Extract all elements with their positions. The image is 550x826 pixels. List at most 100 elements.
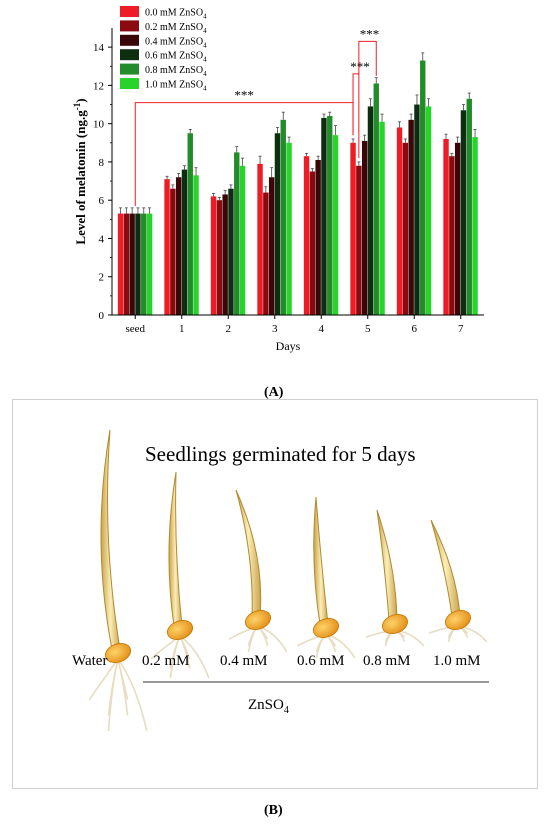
x-tick-label-seed: seed — [125, 323, 145, 335]
root — [117, 658, 148, 732]
bar-4-series-5 — [332, 135, 339, 315]
legend-swatch-0 — [120, 6, 139, 17]
panel-a-label: (A) — [264, 385, 284, 400]
bar-seed-series-3 — [135, 213, 141, 315]
y-tick-label-12: 12 — [93, 80, 104, 92]
seedling-water — [88, 429, 148, 732]
bracket-day5-0-vs-0-2 — [352, 73, 360, 159]
bar-5-series-4 — [373, 83, 379, 315]
legend-swatch-1 — [120, 20, 139, 32]
legend-swatch-5 — [120, 78, 139, 89]
seedling-0-4mm — [228, 489, 288, 653]
seed-grain — [105, 643, 131, 663]
bar-2-series-3 — [228, 188, 234, 315]
bar-seed-series-4 — [141, 213, 147, 315]
stem — [313, 496, 329, 625]
bar-3-series-2 — [268, 177, 275, 315]
x-tick-label-6: 6 — [412, 323, 418, 335]
bar-6-series-1 — [402, 142, 409, 315]
bar-seed-series-0 — [117, 213, 124, 315]
legend-label-2: 0.4 mM ZnSO4 — [145, 36, 207, 49]
legend-label-4: 0.8 mM ZnSO4 — [145, 65, 207, 78]
seed-grain — [313, 618, 339, 638]
bar-3-series-5 — [286, 142, 292, 315]
bar-5-series-3 — [367, 106, 374, 316]
y-tick-label-6: 6 — [99, 195, 105, 207]
bar-4-series-4 — [327, 116, 333, 315]
bar-7-series-0 — [443, 138, 449, 315]
seedling-0-2mm — [150, 471, 210, 679]
bar-seed-series-2 — [129, 213, 135, 315]
legend-swatch-4 — [120, 63, 139, 75]
bar-3-series-1 — [263, 192, 269, 315]
bar-7-series-5 — [472, 137, 478, 315]
y-tick-label-8: 8 — [99, 157, 105, 169]
seedling-0-6mm — [296, 496, 356, 659]
seedling-0-8mm — [365, 509, 425, 647]
legend-swatch-3 — [120, 49, 139, 61]
bar-7-series-4 — [466, 98, 472, 315]
bar-7-series-1 — [449, 156, 455, 315]
significance-marker-2: *** — [360, 26, 380, 41]
x-tick-label-5: 5 — [365, 323, 371, 335]
x-tick-label-4: 4 — [319, 323, 325, 335]
bar-5-series-2 — [361, 140, 368, 315]
seed-grain — [445, 610, 471, 630]
bar-4-series-2 — [315, 160, 321, 315]
bar-seed-series-5 — [146, 213, 153, 315]
seed-grain — [245, 610, 271, 630]
stem — [430, 519, 461, 617]
bar-5-series-0 — [350, 142, 356, 315]
bar-2-series-4 — [234, 152, 240, 315]
bar-1-series-0 — [164, 179, 170, 315]
root — [117, 658, 129, 716]
bar-5-series-1 — [356, 165, 362, 315]
error-bars-group — [119, 52, 477, 214]
bar-2-series-2 — [222, 194, 228, 315]
root — [107, 658, 119, 732]
bar-3-series-3 — [274, 133, 281, 315]
treatment-label-0-8mm: 0.8 mM — [363, 653, 411, 669]
bar-6-series-5 — [425, 106, 432, 316]
bar-4-series-0 — [303, 156, 310, 315]
bar-4-series-3 — [321, 117, 327, 315]
stem — [168, 471, 183, 627]
legend-label-3: 0.6 mM ZnSO4 — [145, 51, 207, 64]
legend-label-5: 1.0 mM ZnSO4 — [145, 80, 207, 93]
significance-marker-0: *** — [234, 88, 254, 103]
x-tick-label-7: 7 — [458, 323, 464, 335]
bar-1-series-1 — [170, 188, 176, 315]
bar-3-series-4 — [280, 119, 286, 315]
bar-7-series-2 — [454, 142, 461, 315]
seed-grain — [382, 614, 408, 634]
bar-6-series-2 — [408, 119, 414, 315]
legend-swatch-2 — [120, 34, 139, 46]
legend-label-0: 0.0 mM ZnSO4 — [145, 8, 207, 21]
stem — [376, 509, 398, 621]
seedling-1-0mm — [428, 519, 488, 643]
bracket-day5-0-2-vs-0-8 — [358, 40, 377, 76]
bar-2-series-5 — [239, 165, 246, 315]
panel-b-title: Seedlings germinated for 5 days — [145, 442, 416, 466]
bar-6-series-4 — [420, 60, 426, 315]
bar-1-series-4 — [187, 133, 193, 315]
y-axis-label: Level of melatonin (ng.g-1) — [72, 98, 88, 244]
root — [257, 625, 288, 653]
bar-6-series-0 — [396, 127, 403, 315]
significance-marker-1: *** — [350, 59, 370, 74]
treatment-label-0-2mm: 0.2 mM — [142, 653, 190, 669]
treatment-label-1-0mm: 1.0 mM — [433, 653, 481, 669]
x-axis-label: Days — [276, 339, 301, 353]
y-tick-label-4: 4 — [99, 233, 105, 245]
seed-grain — [167, 620, 193, 640]
legend-label-1: 0.2 mM ZnSO4 — [145, 22, 207, 35]
treatment-label-0-4mm: 0.4 mM — [220, 653, 268, 669]
x-tick-label-1: 1 — [179, 323, 185, 335]
bar-1-series-5 — [193, 175, 199, 315]
treatment-label-water: Water — [72, 653, 108, 669]
bar-4-series-1 — [309, 171, 316, 315]
